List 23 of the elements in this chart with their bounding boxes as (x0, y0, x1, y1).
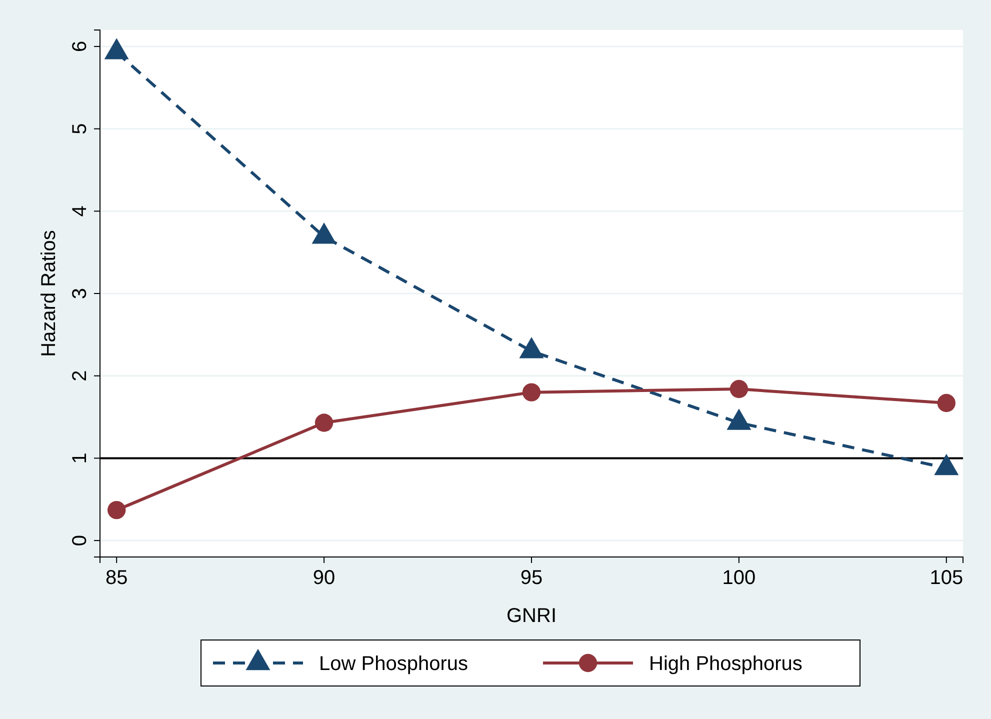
point (108, 500, 126, 520)
y-tick-label: 5 (69, 123, 91, 134)
x-tick-label: 95 (520, 567, 543, 589)
x-tick-label: 100 (722, 567, 756, 589)
x-axis-title: GNRI (506, 605, 556, 627)
point (314, 414, 334, 432)
point (730, 380, 748, 398)
x-tick-label: 90 (312, 567, 336, 589)
point (522, 383, 541, 402)
x-tick-label: 85 (105, 567, 128, 589)
y-axis-title: Hazard Ratios (38, 230, 60, 357)
point (104, 38, 129, 60)
y-tick-label: 4 (69, 206, 91, 217)
point (312, 222, 336, 244)
point (937, 394, 956, 412)
y-tick-label: 1 (69, 452, 91, 464)
legend-label: Low Phosphorus (319, 653, 468, 675)
y-tick-label: 0 (69, 534, 91, 546)
x-tick-label: 105 (930, 567, 964, 589)
y-tick-label: 2 (69, 370, 91, 382)
y-tick-label: 3 (69, 288, 91, 300)
legend-label: High Phosphorus (649, 653, 802, 675)
y-tick-label: 6 (69, 40, 91, 52)
